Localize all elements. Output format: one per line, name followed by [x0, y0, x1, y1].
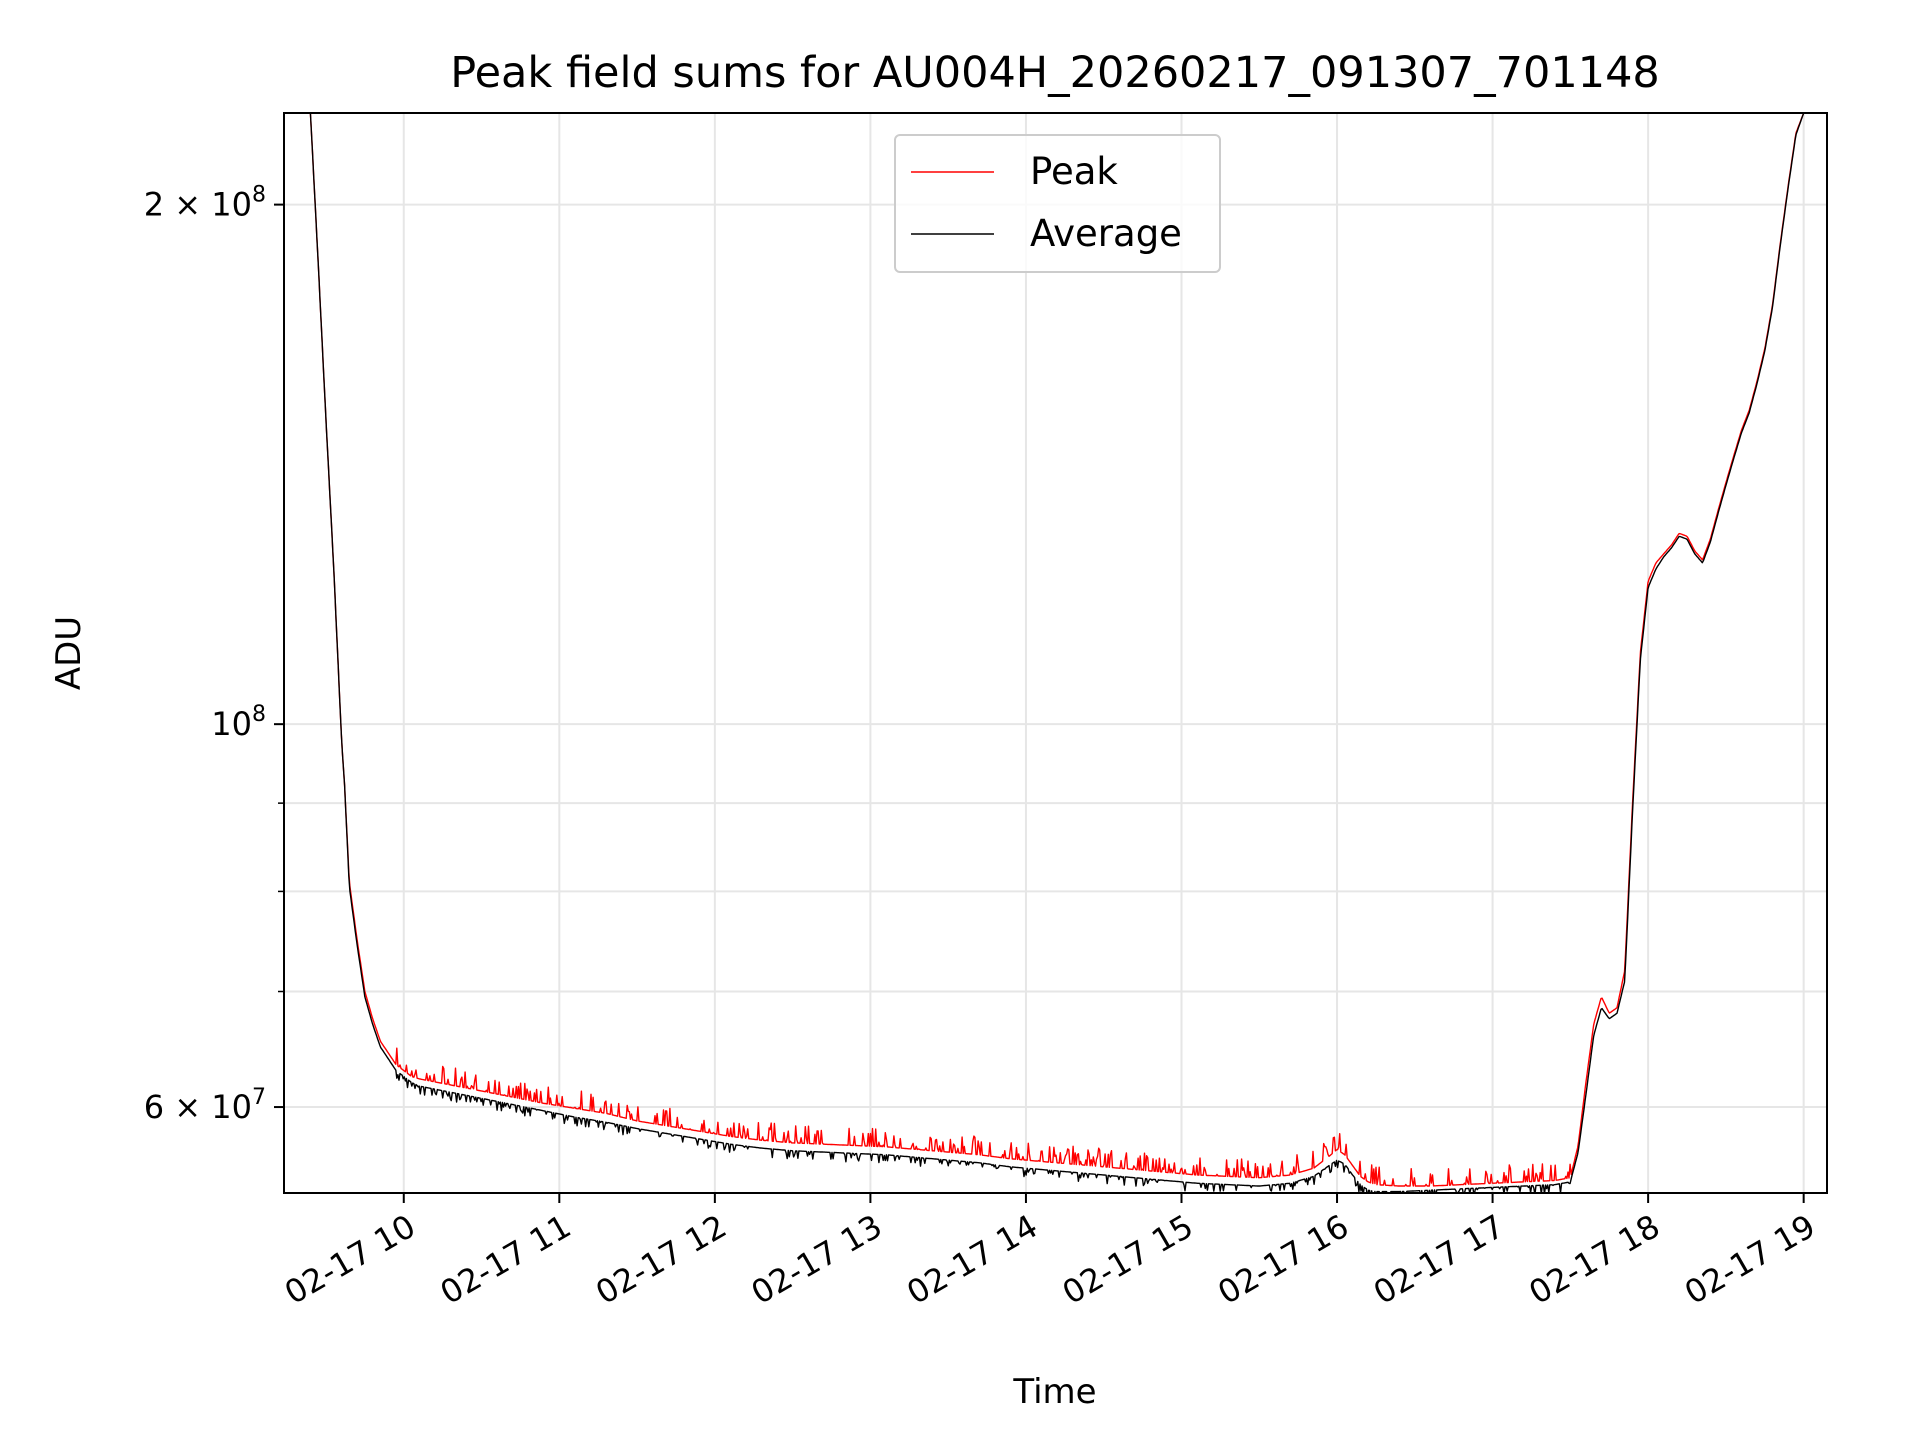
legend-box [894, 134, 1221, 273]
y-tick-label: 2 × 108 [144, 183, 266, 224]
x-axis-label: Time [1012, 1372, 1096, 1412]
series-layer [309, 113, 1805, 1193]
y-tick-label: 6 × 107 [144, 1085, 266, 1126]
chart-title: Peak field sums for AU004H_20260217_0913… [450, 48, 1660, 98]
legend-label-peak: Peak [1030, 150, 1118, 193]
y-tick-label: 108 [211, 702, 266, 743]
legend: Peak Average [894, 134, 1221, 273]
series-line-average [309, 113, 1805, 1193]
legend-label-average: Average [1030, 212, 1182, 255]
grid [284, 113, 1827, 1193]
plot-frame [283, 112, 1828, 1194]
series-line-peak [309, 113, 1805, 1187]
y-axis-label: ADU [49, 616, 89, 690]
